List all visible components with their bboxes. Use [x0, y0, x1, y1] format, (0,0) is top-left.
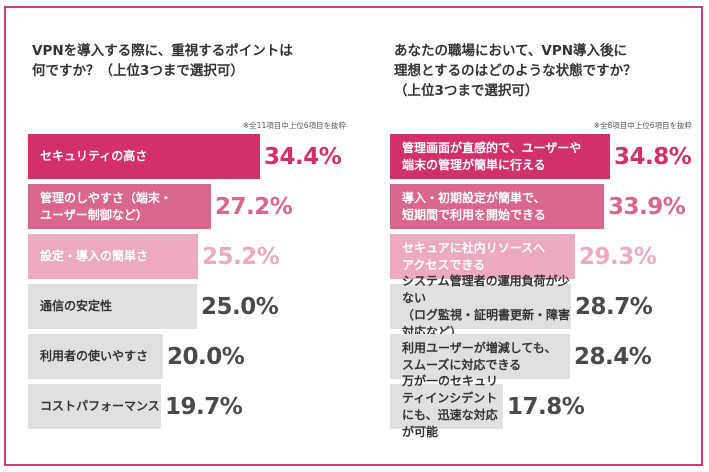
bar-6: 万が一のセキュリティインシデント にも、迅速な対応が可能 — [390, 374, 503, 439]
value-label: 27.2% — [215, 193, 293, 220]
bar-label: 管理画面が直感的で、ユーザーや 端末の管理が簡単に行える — [402, 140, 582, 172]
bar-2: 導入・初期設定が簡単で、 短期間で利用を開始できる — [390, 184, 604, 229]
bar-1: セキュリティの高さ — [28, 134, 260, 179]
bar-5: 利用者の使いやすさ — [28, 334, 163, 379]
value-label: 29.3% — [579, 243, 657, 270]
bar-2: 管理のしやすさ（端末・ ユーザー制御など） — [28, 184, 211, 229]
chart-note: ※全11項目中上位6項目を抜粋 — [242, 121, 346, 130]
bar-label: システム管理者の運用負荷が少ない （ログ監視・証明書更新・障害対応など） — [402, 273, 571, 339]
bar-label: セキュアに社内リソースへ アクセスできる — [402, 240, 546, 272]
value-label: 20.0% — [167, 343, 245, 370]
bar-label: 利用ユーザーが増減しても、 スムーズに対応できる — [402, 340, 557, 372]
bar-4: システム管理者の運用負荷が少ない （ログ監視・証明書更新・障害対応など） — [390, 274, 571, 339]
bar-label: 管理のしやすさ（端末・ ユーザー制御など） — [40, 190, 172, 222]
value-label: 34.8% — [614, 143, 692, 170]
bar-label: セキュリティの高さ — [40, 149, 148, 163]
value-label: 33.9% — [608, 193, 686, 220]
value-label: 25.0% — [201, 293, 279, 320]
value-label: 28.7% — [575, 293, 653, 320]
chart-note: ※全8項目中上位6項目を抜粋 — [593, 121, 692, 130]
bar-label: 導入・初期設定が簡単で、 短期間で利用を開始できる — [402, 190, 546, 222]
bar-label: コストパフォーマンス — [40, 399, 160, 413]
bar-label: 通信の安定性 — [40, 299, 113, 313]
bar-1: 管理画面が直感的で、ユーザーや 端末の管理が簡単に行える — [390, 134, 610, 179]
bar-label: 万が一のセキュリティインシデント にも、迅速な対応が可能 — [402, 373, 499, 439]
value-label: 34.4% — [264, 143, 342, 170]
bar-label: 利用者の使いやすさ — [40, 349, 149, 363]
value-label: 19.7% — [165, 393, 243, 420]
chart-title: あなたの職場において、VPN導入後に 理想とするのはどのような状態ですか？ （上… — [394, 43, 637, 99]
value-label: 17.8% — [507, 393, 585, 420]
bar-3: 設定・導入の簡単さ — [28, 234, 198, 279]
figure-frame: VPNを導入する際に、重視するポイントは 何ですか？（上位3つまで選択可） ※全… — [4, 6, 703, 466]
value-label: 25.2% — [202, 243, 280, 270]
bar-5: 利用ユーザーが増減しても、 スムーズに対応できる — [390, 334, 570, 379]
chart-title: VPNを導入する際に、重視するポイントは 何ですか？（上位3つまで選択可） — [32, 43, 293, 79]
bar-6: コストパフォーマンス — [28, 384, 161, 429]
bar-3: セキュアに社内リソースへ アクセスできる — [390, 234, 575, 279]
bar-label: 設定・導入の簡単さ — [40, 249, 149, 263]
value-label: 28.4% — [574, 343, 652, 370]
bar-4: 通信の安定性 — [28, 284, 197, 329]
